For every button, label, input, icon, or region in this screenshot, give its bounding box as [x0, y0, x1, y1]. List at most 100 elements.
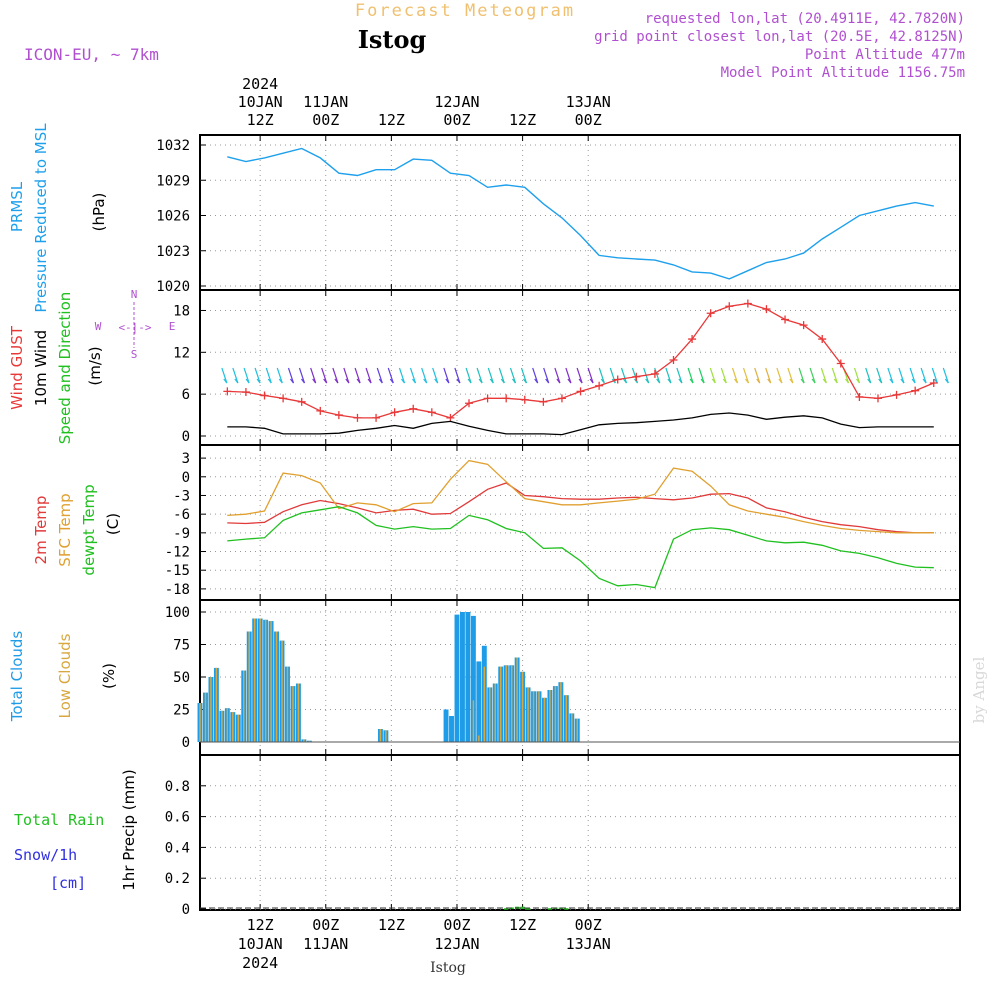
y-tick-label: -3	[173, 488, 190, 504]
wind-barb-tip	[711, 378, 716, 384]
y-tick-label: 0.8	[165, 779, 190, 795]
wind-barb-tip	[500, 378, 505, 384]
gust-marker	[279, 394, 288, 403]
wind-barb	[776, 367, 783, 384]
panel-frame-0	[199, 134, 961, 291]
wind-barb-tip	[467, 378, 472, 384]
time-label-bottom: 10JAN	[238, 935, 283, 953]
low-cloud-bar	[478, 735, 480, 742]
gust-marker	[706, 309, 715, 318]
panel-frame-4	[199, 754, 961, 911]
wind-barb-tip	[589, 378, 594, 384]
time-label-bottom: 00Z	[443, 916, 470, 934]
time-label-top: 12Z	[247, 111, 274, 129]
wind-barb-tip	[378, 378, 383, 384]
rain-bar	[547, 908, 553, 910]
low-cloud-bar	[210, 677, 212, 742]
wind-barb-tip	[523, 378, 527, 384]
wind-barb-tip	[356, 378, 361, 384]
dewpoint-line	[227, 506, 934, 589]
label-total-clouds: Total Clouds	[8, 631, 26, 723]
y-tick-label: 3	[182, 451, 190, 467]
total-cloud-bar	[449, 716, 454, 742]
wind-barb	[332, 367, 339, 384]
wind-barb	[509, 367, 517, 384]
time-label-top: 12Z	[509, 111, 536, 129]
rain-bar	[564, 908, 569, 910]
wind-barb	[232, 367, 239, 384]
wind-barb-tip	[722, 378, 727, 384]
wind-barb	[876, 367, 883, 384]
low-cloud-bar	[264, 619, 267, 742]
time-label-bottom: 00Z	[312, 916, 339, 934]
rain-bar	[525, 908, 531, 910]
total-cloud-bar	[476, 661, 482, 742]
gust-marker	[446, 413, 455, 422]
wind-barb-tip	[223, 378, 228, 384]
wind-barb-tip	[734, 378, 738, 384]
low-cloud-bar	[303, 739, 305, 742]
low-cloud-bar	[527, 687, 529, 742]
low-cloud-bar	[215, 667, 218, 742]
compass-w: W	[95, 320, 102, 333]
wind-barb-tip	[600, 378, 605, 384]
y-tick-label: 0	[182, 735, 190, 751]
wind-barb-tip	[845, 378, 850, 384]
low-cloud-bar	[286, 666, 289, 742]
sfc-temp-line	[227, 459, 934, 534]
wind-barb-tip	[267, 378, 272, 384]
label-wind-unit: (m/s)	[86, 346, 104, 385]
wind-barb	[565, 367, 572, 384]
model-name: ICON-EU, ~ 7km	[24, 45, 159, 64]
label-precip-unit: 1hr Precip (mm)	[120, 769, 138, 890]
compass-s: S	[131, 348, 138, 361]
y-tick-label: 25	[173, 703, 190, 719]
label-wind-dir: Speed and Direction	[56, 292, 74, 445]
y-tick-label: 0	[182, 429, 190, 445]
y-tick-label: 0.6	[165, 810, 190, 826]
wind-barb	[298, 367, 306, 384]
wind-barb-tip	[900, 378, 905, 384]
gust-marker	[929, 378, 938, 387]
gust-marker	[427, 408, 436, 417]
time-label-bottom: 00Z	[575, 916, 602, 934]
y-tick-label: 12	[173, 345, 190, 361]
low-cloud-bar	[472, 700, 475, 742]
low-cloud-bar	[538, 691, 540, 742]
y-tick-label: 1026	[156, 209, 190, 225]
wind-barb	[731, 367, 739, 384]
wind-barb-tip	[911, 378, 916, 384]
wind-barb	[754, 367, 761, 384]
label-prmsl: PRMSL	[8, 181, 26, 232]
wind-barb-tip	[278, 378, 283, 384]
wind-barb-tip	[745, 378, 749, 384]
low-cloud-bar	[270, 621, 272, 742]
label-snow-unit: [cm]	[50, 874, 86, 892]
wind10m-line	[227, 412, 934, 436]
compass-e: E	[169, 320, 176, 333]
wind-barb	[931, 367, 938, 384]
wind-barb-tip	[445, 378, 450, 384]
time-label-top: 12Z	[378, 111, 405, 129]
wind-barb-tip	[423, 378, 428, 384]
wind-barb-tip	[767, 378, 772, 384]
wind-barb	[665, 367, 672, 384]
point-altitude: Point Altitude 477m	[805, 47, 965, 63]
wind-barb-tip	[556, 378, 561, 384]
wind-barb	[720, 367, 727, 384]
wind-barb-tip	[456, 378, 461, 384]
total-cloud-bar	[443, 709, 449, 742]
gust-marker	[390, 408, 399, 417]
gust-marker	[855, 392, 864, 401]
total-cloud-bar	[465, 612, 471, 742]
y-tick-label: 100	[165, 605, 190, 621]
y-tick-label: 18	[173, 303, 190, 319]
gust-marker	[725, 302, 734, 311]
low-cloud-bar	[297, 683, 300, 742]
requested-coords: requested lon,lat (20.4911E, 42.7820N)	[645, 11, 965, 27]
wind-barb-tip	[778, 378, 783, 384]
low-cloud-bar	[499, 666, 502, 742]
low-cloud-bar	[199, 703, 201, 742]
wind-barb-tip	[578, 378, 583, 384]
pressure-line	[227, 147, 934, 280]
